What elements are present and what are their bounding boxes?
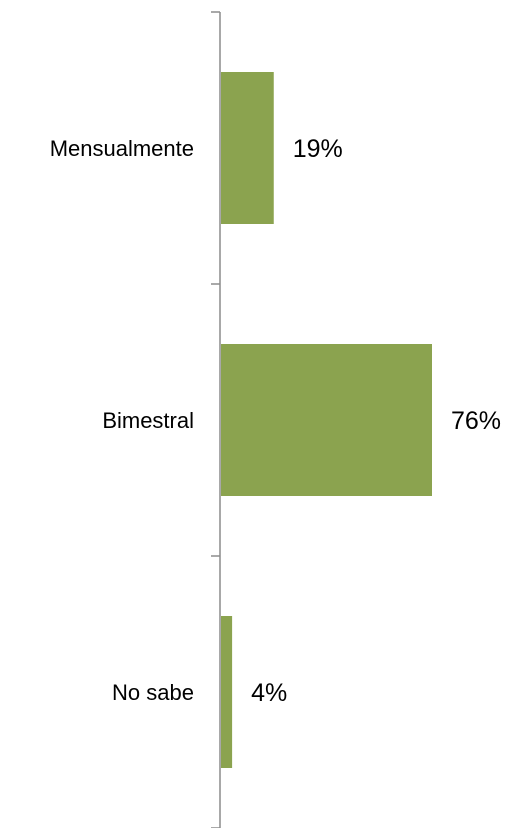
bar-0 <box>221 72 274 224</box>
category-label: Mensualmente <box>50 136 194 161</box>
value-label: 4% <box>251 679 287 707</box>
bars <box>221 72 432 768</box>
value-label: 76% <box>451 407 501 435</box>
bar-1 <box>221 344 432 496</box>
labels: Mensualmente 19% Bimestral 76% No sabe 4% <box>50 135 501 707</box>
category-label: No sabe <box>112 680 194 705</box>
bar-2 <box>221 616 233 768</box>
category-label: Bimestral <box>102 408 194 433</box>
value-label: 19% <box>293 135 343 163</box>
category-axis <box>211 11 221 828</box>
